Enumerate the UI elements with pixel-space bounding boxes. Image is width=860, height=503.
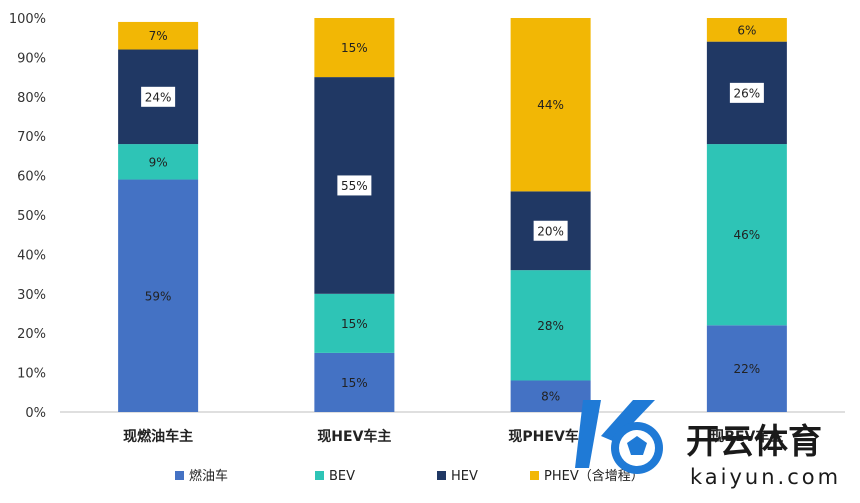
data-label: 24% — [145, 90, 172, 104]
data-label: 59% — [145, 289, 172, 303]
legend-swatch — [315, 471, 324, 480]
legend: 燃油车 BEV HEV PHEV（含增程） — [175, 468, 644, 484]
category-labels: 现燃油车主 现HEV车主 现PHEV车主 现BEV车主 — [123, 428, 783, 445]
legend-swatch — [175, 471, 184, 480]
data-label: 55% — [341, 179, 368, 193]
data-label: 15% — [341, 317, 368, 331]
data-label: 20% — [537, 224, 564, 238]
y-tick-label: 100% — [9, 12, 46, 27]
data-label: 6% — [737, 23, 756, 37]
bar-segment — [706, 325, 787, 412]
y-tick-label: 10% — [17, 367, 46, 382]
legend-swatch — [530, 471, 539, 480]
bar-segment — [118, 179, 199, 412]
bar-segment — [706, 18, 787, 42]
legend-swatch — [437, 471, 446, 480]
data-label: 9% — [149, 155, 168, 169]
data-label: 46% — [734, 228, 761, 242]
data-label: 15% — [341, 41, 368, 55]
watermark: 开云体育 kaiyun.com — [575, 400, 841, 489]
category-label: 现BEV车主 — [710, 428, 783, 445]
data-label: 22% — [734, 362, 761, 376]
bar-segment — [314, 293, 395, 353]
bars: 59% 9% 24% 7% 15% 15% 55% 15% 8% 28% 20% 44% 22% 46% 2… — [118, 18, 787, 412]
bar-segment — [510, 18, 591, 192]
category-label: 现燃油车主 — [123, 428, 193, 445]
category-label: 现HEV车主 — [317, 428, 391, 445]
category-label: 现PHEV车主 — [508, 428, 592, 445]
y-tick-label: 70% — [17, 130, 46, 145]
data-label: 15% — [341, 376, 368, 390]
data-label: 7% — [149, 29, 168, 43]
bar-segment — [510, 270, 591, 381]
data-label-box — [141, 86, 176, 107]
watermark-brand: 开云体育 — [686, 422, 822, 462]
bar-segment — [118, 144, 199, 180]
y-tick-label: 80% — [17, 91, 46, 106]
legend-label: HEV — [451, 469, 478, 484]
data-label: 44% — [537, 98, 564, 112]
bar-segment — [314, 18, 395, 78]
data-label-box — [533, 220, 568, 241]
bar-segment — [118, 21, 199, 50]
legend-label: BEV — [329, 469, 355, 484]
y-axis: 0% 10% 20% 30% 40% 50% 60% 70% 80% 90% 100% — [9, 12, 46, 421]
y-tick-label: 40% — [17, 248, 46, 263]
legend-label: 燃油车 — [189, 468, 228, 484]
y-tick-label: 90% — [17, 51, 46, 66]
watermark-url: kaiyun.com — [690, 465, 841, 489]
bar-segment — [706, 144, 787, 326]
y-tick-label: 50% — [17, 209, 46, 224]
data-label-box — [729, 82, 764, 103]
y-tick-label: 20% — [17, 327, 46, 342]
watermark-logo-icon — [575, 400, 663, 474]
y-tick-label: 0% — [25, 406, 46, 421]
bar-segment — [510, 380, 591, 412]
bar-segment — [314, 352, 395, 412]
data-label-box — [337, 175, 372, 196]
data-label: 28% — [537, 319, 564, 333]
data-label: 8% — [541, 390, 560, 404]
y-tick-label: 30% — [17, 288, 46, 303]
legend-label: PHEV（含增程） — [544, 468, 644, 484]
data-label: 26% — [734, 86, 761, 100]
y-tick-label: 60% — [17, 170, 46, 185]
